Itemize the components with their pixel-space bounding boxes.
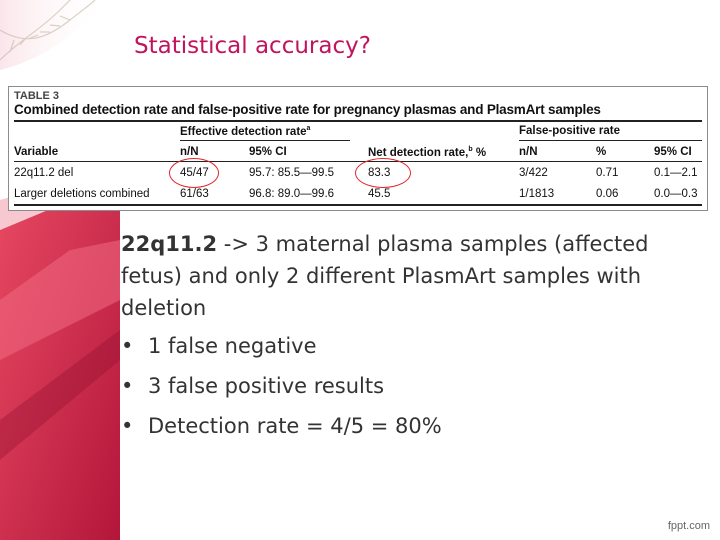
table-cell-ci-false-positive: 0.1—2.1 xyxy=(654,167,698,179)
bullet-item: • 3 false positive results xyxy=(121,370,691,402)
slide-title: Statistical accuracy? xyxy=(134,33,371,59)
col-header-net-detection: Net detection rate,b % xyxy=(368,146,487,159)
table-caption: Combined detection rate and false-positi… xyxy=(14,102,601,117)
col-header-variable: Variable xyxy=(14,146,59,158)
table-cell-ci-effective: 96.8: 89.0—99.6 xyxy=(249,188,335,200)
col-header-percent: % xyxy=(596,146,607,158)
table-label: TABLE 3 xyxy=(14,90,60,102)
table-bottom-rule xyxy=(14,204,702,206)
table-cell-ci-false-positive: 0.0—0.3 xyxy=(654,188,698,200)
table-cell-percent: 0.06 xyxy=(596,188,619,200)
footer-watermark: fppt.com xyxy=(667,520,710,532)
group-header-effective: Effective detection ratea xyxy=(180,125,311,138)
col-header-nn-false-positive: n/N xyxy=(519,146,538,158)
col-header-ci-false-positive: 95% CI xyxy=(654,146,692,158)
table-cell-variable: 22q11.2 del xyxy=(14,167,74,179)
lead-text: -> 3 maternal plasma samples (affected f… xyxy=(121,232,649,320)
table-cell-nn-false-positive: 1/1813 xyxy=(519,188,555,200)
table-top-rule xyxy=(14,120,702,122)
highlight-circle xyxy=(169,158,219,188)
bullet-icon: • xyxy=(121,374,134,398)
header-bottom-rule xyxy=(14,161,702,162)
bullet-item: • 1 false negative xyxy=(121,330,691,362)
col-header-ci-effective: 95% CI xyxy=(249,146,287,158)
bullet-item: • Detection rate = 4/5 = 80% xyxy=(121,410,691,442)
table-cell-net-detection: 45.5 xyxy=(368,188,391,200)
lead-bold-term: 22q11.2 xyxy=(121,232,218,256)
table-cell-nn-false-positive: 3/422 xyxy=(519,167,548,179)
table-cell-nn-effective: 61/63 xyxy=(180,188,209,200)
highlight-circle xyxy=(355,158,411,188)
group-rule-false-positive xyxy=(519,140,702,141)
left-accent-shapes xyxy=(0,165,120,540)
lead-paragraph: 22q11.2 -> 3 maternal plasma samples (af… xyxy=(121,228,691,324)
table-cell-variable: Larger deletions combined xyxy=(14,188,150,200)
bullet-icon: • xyxy=(121,334,134,358)
col-header-nn-effective: n/N xyxy=(180,146,199,158)
table-cell-ci-effective: 95.7: 85.5—99.5 xyxy=(249,167,335,179)
group-rule-effective xyxy=(180,140,350,141)
table-figure: TABLE 3 Combined detection rate and fals… xyxy=(8,86,708,211)
table-cell-percent: 0.71 xyxy=(596,167,619,179)
slide-body: 22q11.2 -> 3 maternal plasma samples (af… xyxy=(121,228,691,450)
bullet-icon: • xyxy=(121,414,134,438)
group-header-false-positive: False-positive rate xyxy=(519,125,620,137)
bullet-list: • 1 false negative • 3 false positive resu… xyxy=(121,330,691,442)
